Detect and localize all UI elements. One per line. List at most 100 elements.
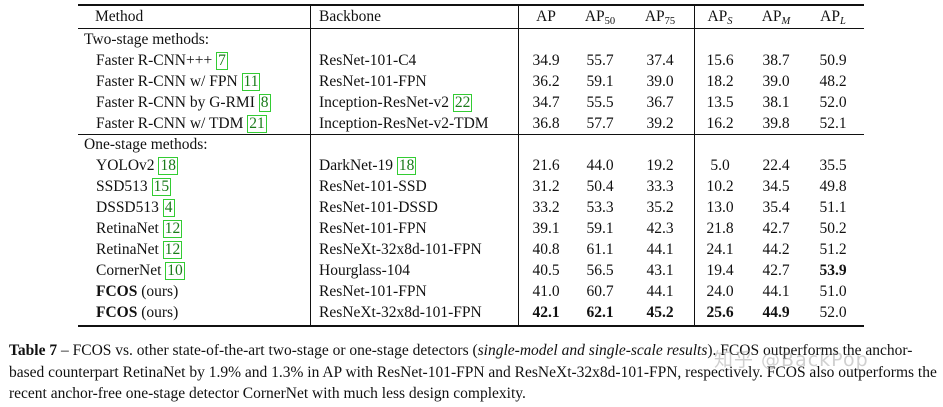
metric-cell: 50.2 xyxy=(819,220,847,237)
metric-cell: 34.7 xyxy=(532,94,560,111)
method-name: Faster R-CNN by G-RMI xyxy=(96,94,259,111)
table-caption: Table 7 – FCOS vs. other state-of-the-ar… xyxy=(9,342,937,402)
metric-cell: 21.8 xyxy=(706,220,734,237)
method-cell: Faster R-CNN w/ TDM 21 xyxy=(96,113,267,134)
metric-cell: 59.1 xyxy=(586,220,614,237)
metric-cell: 42.7 xyxy=(762,262,790,279)
metric-cell: 51.0 xyxy=(819,283,847,300)
citation-link[interactable]: 7 xyxy=(216,52,228,70)
backbone-cell: ResNet-101-FPN xyxy=(319,71,427,92)
metric-cell: 61.1 xyxy=(586,241,614,258)
backbone-name: ResNet-101-FPN xyxy=(319,283,427,300)
header-backbone: Backbone xyxy=(319,8,381,25)
backbone-cell: ResNet-101-FPN xyxy=(319,281,427,302)
backbone-cell: ResNet-101-DSSD xyxy=(319,197,438,218)
backbone-name: ResNet-101-DSSD xyxy=(319,199,438,216)
method-cell: FCOS (ours) xyxy=(96,281,178,302)
citation-link[interactable]: 18 xyxy=(396,157,417,175)
method-name: CornerNet xyxy=(96,262,166,279)
metric-cell: 42.3 xyxy=(646,220,674,237)
metric-cell: 44.1 xyxy=(646,283,674,300)
method-cell: YOLOv2 18 xyxy=(96,155,178,176)
metric-cell: 36.2 xyxy=(532,73,560,90)
backbone-name: ResNet-101-FPN xyxy=(319,73,427,90)
method-name: Faster R-CNN w/ FPN xyxy=(96,73,242,90)
metric-cell: 52.0 xyxy=(819,304,847,321)
metric-cell: 33.3 xyxy=(646,178,674,195)
backbone-cell: ResNeXt-32x8d-101-FPN xyxy=(319,302,482,323)
method-name: FCOS xyxy=(96,304,138,321)
metric-cell: 51.1 xyxy=(819,199,847,216)
metric-cell: 42.7 xyxy=(762,220,790,237)
header-method: Method xyxy=(95,8,144,25)
citation-link[interactable]: 22 xyxy=(452,94,473,112)
metric-cell: 48.2 xyxy=(819,73,847,90)
table-section-rule xyxy=(78,134,864,135)
citation-link[interactable]: 18 xyxy=(158,157,178,175)
method-name: FCOS xyxy=(96,283,138,300)
metric-cell: 40.5 xyxy=(532,262,560,279)
method-cell: SSD513 15 xyxy=(96,176,172,197)
metric-cell: 39.2 xyxy=(646,115,674,132)
method-name: DSSD513 xyxy=(96,199,163,216)
metric-cell: 31.2 xyxy=(532,178,560,195)
table-bottom-rule xyxy=(78,325,864,327)
citation-link[interactable]: 11 xyxy=(241,73,261,91)
metric-cell: 43.1 xyxy=(646,262,674,279)
method-name: Faster R-CNN w/ TDM xyxy=(96,115,248,132)
metric-cell: 50.9 xyxy=(819,52,847,69)
metric-cell: 62.1 xyxy=(586,304,614,321)
header-aps: APS xyxy=(707,8,733,27)
metric-cell: 40.8 xyxy=(532,241,560,258)
backbone-cell: ResNeXt-32x8d-101-FPN xyxy=(319,239,482,260)
backbone-name: Hourglass-104 xyxy=(319,262,410,279)
table-header-rule xyxy=(78,28,864,29)
citation-link[interactable]: 15 xyxy=(151,178,172,196)
method-name: RetinaNet xyxy=(96,220,163,237)
citation-link[interactable]: 12 xyxy=(162,241,183,259)
metric-cell: 55.5 xyxy=(586,94,614,111)
metric-cell: 44.9 xyxy=(762,304,790,321)
metric-cell: 13.5 xyxy=(706,94,734,111)
backbone-cell: DarkNet-19 18 xyxy=(319,155,417,176)
header-ap75: AP75 xyxy=(644,8,676,27)
metric-cell: 13.0 xyxy=(706,199,734,216)
citation-link[interactable]: 10 xyxy=(165,262,185,280)
method-cell: Faster R-CNN by G-RMI 8 xyxy=(96,92,271,113)
metric-cell: 39.0 xyxy=(646,73,674,90)
metric-cell: 45.2 xyxy=(646,304,674,321)
table-vline-ap75 xyxy=(694,4,695,326)
backbone-cell: ResNet-101-SSD xyxy=(319,176,427,197)
metric-cell: 33.2 xyxy=(532,199,560,216)
metric-cell: 36.8 xyxy=(532,115,560,132)
backbone-name: ResNeXt-32x8d-101-FPN xyxy=(319,304,482,321)
method-suffix: (ours) xyxy=(137,304,179,321)
metric-cell: 53.3 xyxy=(586,199,614,216)
citation-link[interactable]: 8 xyxy=(258,94,271,112)
metric-cell: 5.0 xyxy=(710,157,730,174)
metric-cell: 37.4 xyxy=(646,52,674,69)
metric-cell: 39.1 xyxy=(532,220,560,237)
metric-cell: 44.1 xyxy=(762,283,790,300)
caption-text-2: ). FCOS outperforms the anchor-based cou… xyxy=(9,342,937,402)
metric-cell: 25.6 xyxy=(706,304,734,321)
metric-cell: 57.7 xyxy=(586,115,614,132)
citation-link[interactable]: 4 xyxy=(162,199,175,217)
header-apl: APL xyxy=(820,8,846,27)
method-name: SSD513 xyxy=(96,178,152,195)
citation-link[interactable]: 12 xyxy=(162,220,183,238)
method-name: Faster R-CNN+++ xyxy=(96,52,217,69)
metric-cell: 44.2 xyxy=(762,241,790,258)
table-top-rule xyxy=(78,4,864,6)
header-ap50: AP50 xyxy=(584,8,616,27)
metric-cell: 39.0 xyxy=(762,73,790,90)
metric-cell: 15.6 xyxy=(706,52,734,69)
metric-cell: 41.0 xyxy=(532,283,560,300)
backbone-cell: Inception-ResNet-v2 22 xyxy=(319,92,473,113)
metric-cell: 24.1 xyxy=(706,241,734,258)
table-vline-backbone xyxy=(518,4,519,326)
metric-cell: 35.4 xyxy=(762,199,790,216)
backbone-name: Inception-ResNet-v2 xyxy=(319,94,453,111)
citation-link[interactable]: 21 xyxy=(247,115,267,133)
metric-cell: 16.2 xyxy=(706,115,734,132)
